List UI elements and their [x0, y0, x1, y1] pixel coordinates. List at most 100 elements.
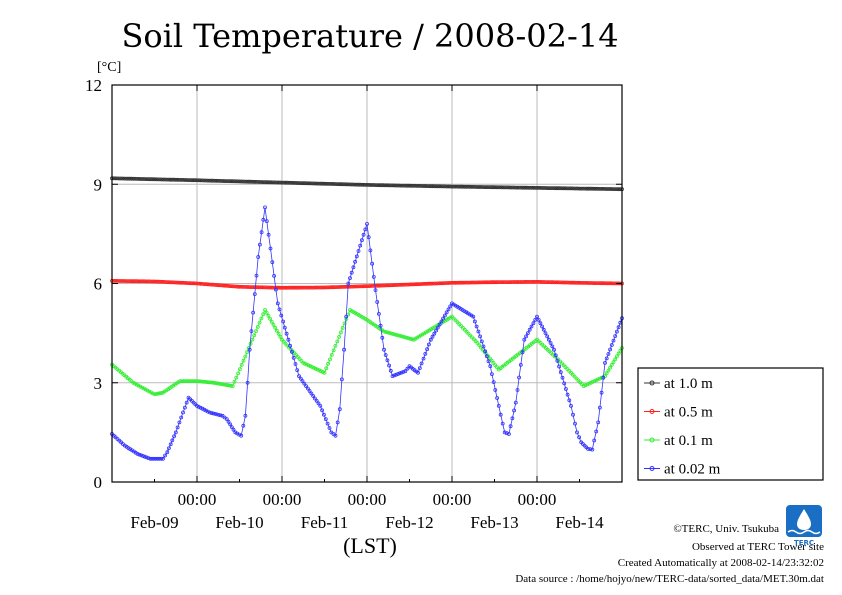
data-point — [251, 179, 256, 184]
data-point — [203, 178, 208, 183]
data-point — [313, 285, 318, 290]
data-point — [529, 324, 534, 329]
data-point — [471, 314, 476, 319]
data-point — [423, 351, 428, 356]
data-point — [223, 382, 228, 387]
data-point — [195, 281, 199, 286]
data-point — [295, 285, 300, 290]
data-point — [159, 279, 164, 284]
data-point — [541, 327, 546, 332]
data-point — [340, 325, 345, 330]
data-point — [243, 413, 248, 418]
data-point — [414, 282, 419, 287]
data-point — [597, 186, 601, 191]
data-point — [401, 369, 406, 374]
data-point — [336, 285, 341, 289]
data-point — [584, 186, 589, 191]
data-point — [379, 283, 384, 288]
data-point — [407, 282, 412, 287]
data-point — [150, 177, 155, 182]
data-point — [122, 176, 127, 181]
data-point — [283, 285, 288, 290]
data-point — [439, 184, 444, 189]
legend-marker — [649, 437, 655, 443]
data-point — [594, 429, 599, 434]
data-point — [187, 178, 192, 183]
data-point — [581, 280, 585, 285]
data-point — [391, 283, 396, 288]
data-point — [439, 319, 444, 324]
data-point — [315, 367, 320, 372]
data-point — [262, 180, 267, 185]
x-time-label: 00:00 — [263, 490, 302, 509]
data-point — [579, 280, 584, 285]
data-point — [465, 184, 470, 189]
data-point — [519, 185, 523, 190]
data-point — [198, 379, 203, 384]
data-point — [609, 281, 614, 286]
data-point — [573, 421, 577, 426]
data-point — [575, 430, 579, 435]
data-point — [207, 178, 212, 183]
data-point — [483, 349, 488, 354]
data-point — [476, 185, 481, 189]
data-point — [490, 280, 495, 285]
data-point — [322, 285, 327, 290]
data-point — [495, 365, 499, 370]
data-point — [591, 281, 596, 286]
data-point — [159, 391, 164, 395]
data-point — [572, 186, 577, 191]
data-point — [506, 280, 511, 285]
data-point — [147, 177, 152, 182]
data-point — [245, 350, 250, 355]
data-point — [412, 183, 417, 188]
data-point — [419, 361, 424, 366]
data-point — [491, 380, 496, 385]
data-point — [405, 282, 410, 287]
data-point — [231, 427, 236, 432]
data-point — [269, 180, 274, 185]
data-point — [354, 284, 359, 289]
data-point — [181, 410, 185, 415]
data-point — [500, 421, 505, 426]
data-point — [184, 178, 189, 182]
data-point — [417, 366, 422, 371]
data-point — [568, 280, 573, 285]
data-point — [385, 358, 390, 363]
data-point — [294, 181, 299, 185]
data-point — [448, 184, 453, 189]
data-point — [312, 396, 317, 401]
data-point — [124, 279, 129, 284]
data-point — [127, 176, 132, 181]
data-point — [260, 180, 265, 185]
data-point — [390, 374, 395, 379]
data-point — [219, 283, 224, 288]
data-point — [475, 341, 480, 345]
data-point — [548, 341, 553, 345]
data-point — [145, 279, 150, 284]
data-point — [338, 285, 343, 289]
data-point — [400, 183, 405, 188]
data-point — [586, 446, 590, 451]
data-point — [255, 179, 260, 184]
data-point — [404, 183, 408, 188]
data-point — [471, 280, 476, 285]
data-point — [402, 282, 407, 287]
data-point — [267, 285, 272, 290]
data-point — [379, 183, 384, 188]
data-point — [444, 281, 449, 285]
data-point — [426, 342, 431, 347]
data-point — [172, 177, 176, 182]
data-point — [474, 185, 479, 189]
data-point — [560, 375, 565, 380]
data-point — [309, 391, 314, 396]
data-point — [184, 281, 189, 285]
data-point — [590, 281, 594, 285]
data-point — [365, 284, 369, 289]
data-point — [551, 280, 555, 285]
data-point — [198, 178, 203, 183]
data-point — [303, 285, 307, 290]
data-point — [246, 179, 251, 184]
data-point — [462, 280, 467, 285]
data-point — [480, 280, 485, 285]
